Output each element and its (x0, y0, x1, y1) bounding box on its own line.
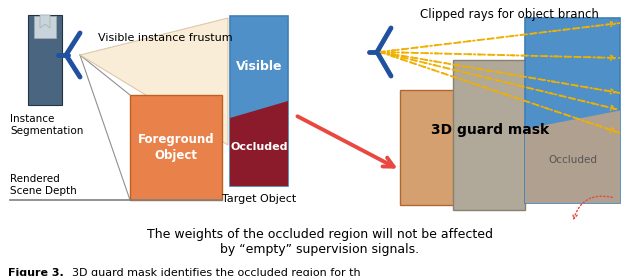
Text: Occluded: Occluded (230, 142, 288, 152)
Text: Visible instance frustum: Visible instance frustum (98, 33, 232, 43)
Polygon shape (230, 101, 288, 186)
Text: Occluded: Occluded (548, 155, 597, 165)
Text: Instance
Segmentation: Instance Segmentation (10, 114, 83, 136)
Polygon shape (28, 15, 62, 105)
Polygon shape (525, 110, 620, 203)
Text: 3D guard mask: 3D guard mask (431, 123, 549, 137)
Polygon shape (80, 18, 228, 145)
Text: Clipped rays for object branch: Clipped rays for object branch (420, 8, 599, 21)
Bar (34, 16, 56, 38)
FancyArrowPatch shape (573, 196, 612, 219)
Text: 3D guard mask identifies the occluded region for th: 3D guard mask identifies the occluded re… (72, 268, 360, 276)
Bar (230, 16, 288, 186)
Text: Rendered
Scene Depth: Rendered Scene Depth (10, 174, 77, 196)
Bar (525, 18, 620, 203)
Polygon shape (40, 15, 50, 28)
Text: Foreground
Object: Foreground Object (138, 134, 214, 161)
Text: Target Object: Target Object (222, 194, 296, 204)
Text: by “empty” supervision signals.: by “empty” supervision signals. (220, 243, 420, 256)
Text: Visible: Visible (236, 60, 282, 73)
Bar (400, 90, 475, 205)
Bar (453, 60, 525, 210)
Bar (130, 95, 222, 200)
Text: The weights of the occluded region will not be affected: The weights of the occluded region will … (147, 228, 493, 241)
Text: Figure 3.: Figure 3. (8, 268, 64, 276)
